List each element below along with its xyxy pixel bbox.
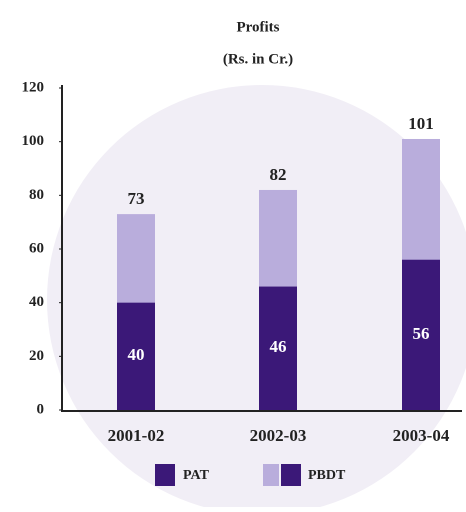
y-tick-label: 120 (22, 79, 45, 95)
value-label: 82 (270, 165, 287, 184)
y-tick-label: 20 (29, 348, 44, 364)
value-label: 40 (128, 345, 145, 364)
x-tick-label: 2003-04 (393, 426, 450, 445)
x-tick-label: 2001-02 (108, 426, 165, 445)
y-tick-label: 60 (29, 240, 44, 256)
y-tick-label: 40 (29, 294, 44, 310)
y-tick-label: 100 (22, 133, 45, 149)
x-tick-label: 2002-03 (250, 426, 307, 445)
value-label: 73 (128, 189, 145, 208)
bar (117, 302, 155, 410)
legend-swatch (281, 464, 301, 486)
bar (259, 286, 297, 410)
chart-title: Profits (236, 19, 279, 35)
chart-subtitle: (Rs. in Cr.) (223, 51, 293, 67)
bar (402, 259, 440, 410)
value-label: 46 (270, 337, 287, 356)
legend-swatch (155, 464, 175, 486)
y-tick-label: 80 (29, 187, 44, 203)
value-label: 56 (413, 324, 430, 343)
legend-label: PAT (183, 468, 210, 483)
legend-swatch (263, 464, 279, 486)
value-label: 101 (408, 114, 434, 133)
y-tick-label: 0 (37, 401, 45, 417)
legend-label: PBDT (308, 468, 346, 483)
